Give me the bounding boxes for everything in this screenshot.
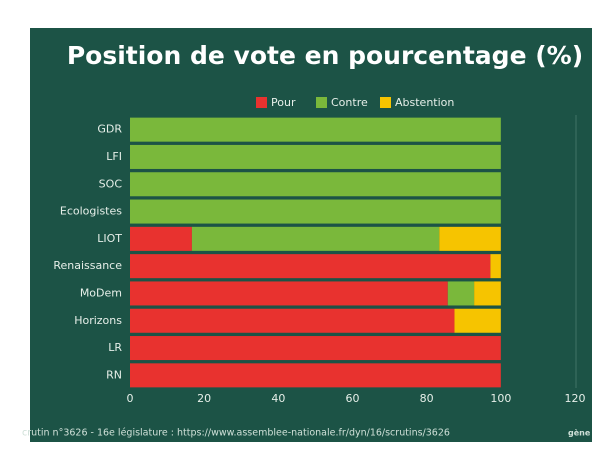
bar-segment <box>130 363 501 388</box>
bar-segment <box>130 144 501 169</box>
x-tick-label: 0 <box>127 392 134 405</box>
bar-segment <box>490 254 501 279</box>
legend-label: Pour <box>271 96 296 109</box>
y-tick-label: Horizons <box>74 314 122 327</box>
y-tick-label: LIOT <box>97 232 122 245</box>
chart-title: Position de vote en pourcentage (%) <box>67 41 583 70</box>
x-tick-label: 80 <box>420 392 434 405</box>
bar-segment <box>130 336 501 361</box>
x-tick-label: 60 <box>346 392 360 405</box>
bar-segment <box>454 308 501 333</box>
y-tick-label: SOC <box>99 177 123 190</box>
y-tick-label: LR <box>108 341 122 354</box>
bar-segment <box>130 172 501 197</box>
y-tick-label: LFI <box>106 150 122 163</box>
source: crutin n°3626 - 16e législature : https:… <box>22 428 450 439</box>
y-tick-label: MoDem <box>80 286 122 299</box>
bar-segment <box>130 281 448 306</box>
bar-segment <box>474 281 501 306</box>
y-tick-label: Ecologistes <box>60 205 122 218</box>
legend-swatch <box>256 97 267 108</box>
bar-segment <box>130 117 501 142</box>
x-tick-label: 20 <box>197 392 211 405</box>
y-tick-label: GDR <box>97 123 122 136</box>
bar-segment <box>130 308 455 333</box>
bar-segment <box>191 226 440 251</box>
legend-swatch <box>380 97 391 108</box>
x-tick-label: 120 <box>565 392 586 405</box>
bar-segment <box>130 254 491 279</box>
bar-segment <box>130 199 501 224</box>
bar-segment <box>447 281 475 306</box>
x-tick-label: 40 <box>271 392 285 405</box>
bar-segment <box>130 226 192 251</box>
logo: gène <box>568 428 591 438</box>
y-tick-label: RN <box>106 368 122 381</box>
legend-label: Contre <box>331 96 368 109</box>
x-tick-label: 100 <box>490 392 511 405</box>
legend-swatch <box>316 97 327 108</box>
legend-label: Abstention <box>395 96 454 109</box>
y-tick-label: Renaissance <box>53 259 122 272</box>
bar-segment <box>439 226 501 251</box>
